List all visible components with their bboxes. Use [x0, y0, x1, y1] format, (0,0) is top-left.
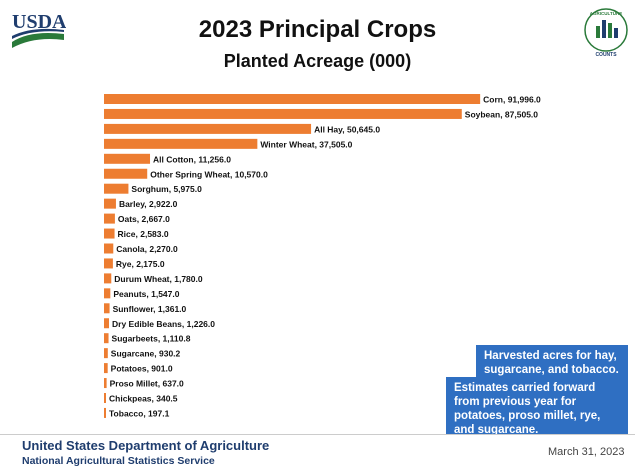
- carried-forward-note: Estimates carried forward from previous …: [446, 377, 628, 436]
- footer-divider: [0, 434, 635, 435]
- bar-proso-millet: [104, 378, 107, 389]
- bar-sugarbeets: [104, 333, 109, 344]
- bar-label-oats: Oats, 2,667.0: [118, 214, 170, 224]
- bar-label-soybean: Soybean, 87,505.0: [465, 109, 539, 119]
- bar-soybean: [104, 108, 462, 119]
- bar-other-spring-wheat: [104, 168, 148, 179]
- bar-durum-wheat: [104, 273, 112, 284]
- bar-label-winter-wheat: Winter Wheat, 37,505.0: [260, 139, 352, 149]
- bar-chickpeas: [104, 393, 106, 403]
- chart-title: 2023 Principal Crops: [198, 16, 437, 43]
- bar-label-durum-wheat: Durum Wheat, 1,780.0: [114, 274, 203, 284]
- footer-service: National Agricultural Statistics Service: [22, 455, 215, 467]
- bar-all-cotton: [104, 153, 151, 164]
- bar-label-sunflower: Sunflower, 1,361.0: [113, 304, 187, 314]
- bar-label-sugarbeets: Sugarbeets, 1,110.8: [112, 334, 191, 344]
- bar-rye: [104, 258, 113, 269]
- bar-label-all-hay: All Hay, 50,645.0: [314, 124, 380, 134]
- bar-label-dry-edible-beans: Dry Edible Beans, 1,226.0: [112, 319, 215, 329]
- bar-label-sorghum: Sorghum, 5,975.0: [131, 184, 202, 194]
- bar-label-other-spring-wheat: Other Spring Wheat, 10,570.0: [150, 169, 268, 179]
- bar-label-canola: Canola, 2,270.0: [116, 244, 178, 254]
- bar-label-sugarcane: Sugarcane, 930.2: [111, 349, 181, 359]
- bar-peanuts: [104, 288, 111, 299]
- bar-dry-edible-beans: [104, 318, 110, 329]
- bar-sugarcane: [104, 348, 108, 359]
- bar-label-barley: Barley, 2,922.0: [119, 199, 178, 209]
- bar-all-hay: [104, 123, 312, 134]
- bar-label-potatoes: Potatoes, 901.0: [111, 364, 173, 374]
- bar-label-corn: Corn, 91,996.0: [483, 95, 541, 105]
- bar-label-chickpeas: Chickpeas, 340.5: [109, 394, 178, 404]
- bar-canola: [104, 243, 114, 254]
- bar-oats: [104, 213, 115, 224]
- bar-label-all-cotton: All Cotton, 11,256.0: [153, 154, 231, 164]
- footer-date: March 31, 2023: [548, 446, 625, 458]
- footer-agency: United States Department of Agriculture: [22, 438, 270, 453]
- bar-tobacco: [104, 407, 106, 418]
- bar-label-proso-millet: Proso Millet, 637.0: [110, 379, 184, 389]
- usda-logo-text: USDA: [12, 11, 66, 33]
- bar-sorghum: [104, 183, 129, 194]
- bar-sunflower: [104, 303, 110, 314]
- bar-label-rice: Rice, 2,583.0: [118, 229, 169, 239]
- ag-logo-bottom-text: COUNTS: [595, 52, 617, 58]
- bar-barley: [104, 198, 116, 209]
- bar-label-peanuts: Peanuts, 1,547.0: [113, 289, 179, 299]
- bar-label-rye: Rye, 2,175.0: [116, 259, 165, 269]
- usda-logo: USDA: [12, 11, 66, 48]
- bar-winter-wheat: [104, 138, 258, 149]
- agriculture-counts-logo: AGRICULTURE COUNTS: [584, 8, 628, 58]
- bar-potatoes: [104, 363, 108, 374]
- bar-rice: [104, 228, 115, 239]
- ag-logo-top-text: AGRICULTURE: [590, 11, 622, 16]
- harvested-note: Harvested acres for hay, sugarcane, and …: [476, 345, 628, 379]
- bar-corn: [104, 94, 481, 104]
- bar-label-tobacco: Tobacco, 197.1: [109, 408, 170, 418]
- chart-subtitle: Planted Acreage (000): [223, 51, 412, 71]
